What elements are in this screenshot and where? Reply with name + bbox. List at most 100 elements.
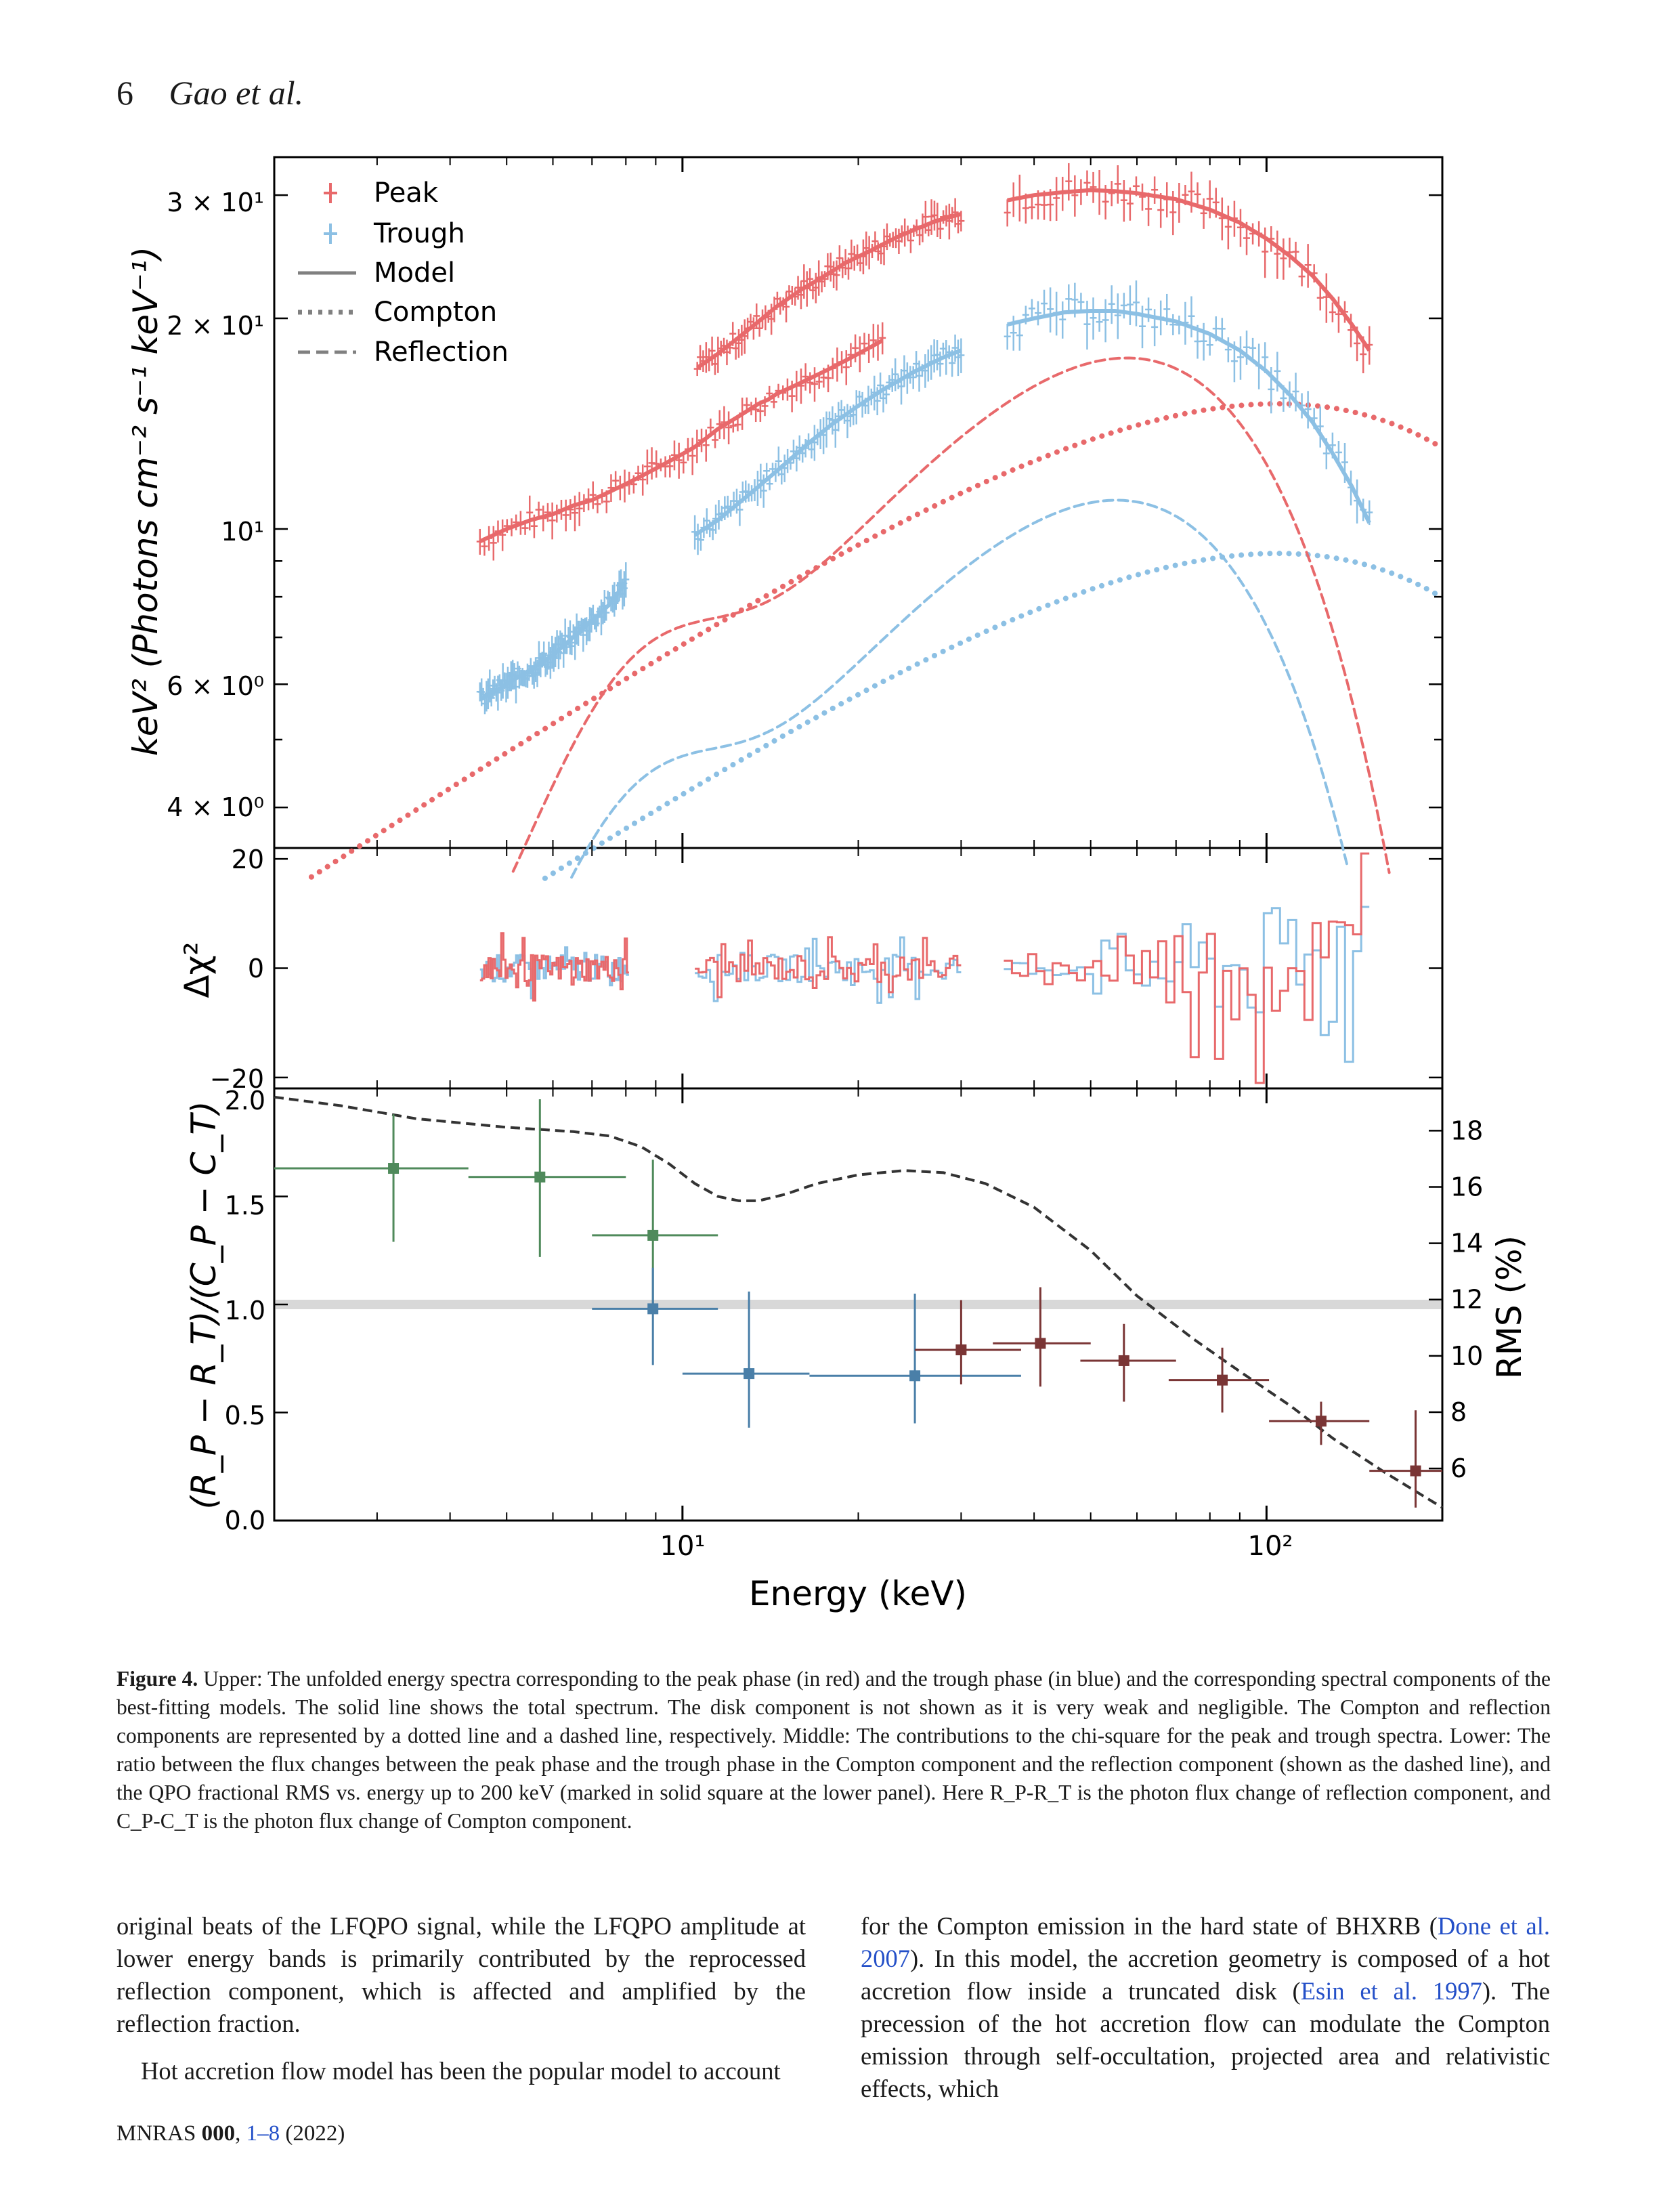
peak-data-point (1212, 188, 1220, 218)
peak-data-point (1316, 285, 1324, 311)
peak-data-point (748, 402, 755, 416)
trough-data-point (936, 352, 944, 377)
upper-ytick-label: 4 × 10⁰ (167, 792, 264, 822)
trough-data-point (1108, 285, 1115, 324)
peak-data-point (783, 291, 790, 323)
peak-data-point (1028, 195, 1035, 219)
trough-data-point (1255, 343, 1263, 389)
peak-data-point (761, 396, 769, 417)
peak-data-point (530, 514, 538, 538)
peak-data-point (806, 268, 814, 291)
peak-data-point (1169, 191, 1177, 236)
citation-esin-1997[interactable]: Esin et al. 1997 (1300, 1977, 1482, 2005)
peak-data-point (494, 520, 502, 543)
peak-data-point (1354, 326, 1361, 362)
trough-data-point (1083, 301, 1091, 350)
peak-data-point (553, 505, 561, 523)
trough-data-point (558, 633, 565, 645)
rms-data-point (274, 1114, 469, 1242)
upper-ylabel: keV² (Photons cm⁻² s⁻¹ keV⁻¹) (126, 247, 165, 756)
peak-data-point (607, 474, 615, 503)
peak-data-point (698, 428, 706, 452)
trough-data-point (892, 358, 899, 391)
peak-data-point (729, 419, 737, 433)
trough-data-point (1041, 289, 1048, 318)
peak-data-point (481, 537, 488, 556)
peak-data-point (1360, 336, 1367, 374)
trough-data-point (760, 474, 767, 508)
peak-data-point (684, 438, 691, 461)
trough-data-point (1090, 297, 1097, 340)
rms-ytick-label: 16 (1450, 1172, 1483, 1202)
peak-data-point (825, 364, 832, 393)
peak-data-point (1053, 177, 1060, 221)
trough-compton-curve (542, 551, 1445, 881)
rms-data-point (915, 1300, 1021, 1385)
peak-data-point (657, 458, 664, 471)
peak-compton-curve (308, 401, 1445, 880)
peak-data-point (616, 475, 624, 501)
peak-data-point (788, 381, 796, 412)
page-range-link[interactable]: 1–8 (246, 2121, 280, 2146)
citation-done-2007[interactable]: Done et al. 2007 (861, 1912, 1550, 1972)
middle-ytick-label: 0 (248, 954, 264, 983)
rms-ytick-label: 8 (1450, 1397, 1467, 1427)
peak-data-point (1010, 182, 1017, 217)
peak-data-point (852, 334, 859, 362)
trough-data-point (957, 338, 965, 373)
trough-data-point (823, 411, 830, 448)
peak-data-point (802, 363, 809, 391)
peak-data-point (503, 519, 511, 533)
trough-data-point (1126, 285, 1134, 325)
trough-data-point (1169, 314, 1177, 336)
lower-ytick-label: 1.5 (225, 1191, 265, 1220)
peak-data-point (834, 347, 841, 382)
left-paragraph-2: Hot accretion flow model has been the po… (141, 2057, 781, 2085)
trough-model-line (1007, 309, 1371, 524)
peak-data-point (871, 231, 879, 252)
trough-data-point (1176, 315, 1183, 335)
peak-data-point (626, 471, 633, 495)
peak-data-point (842, 350, 850, 385)
peak-data-point (1071, 175, 1079, 217)
trough-data-point (874, 387, 881, 416)
lower-ytick-label: 0.0 (225, 1506, 265, 1535)
trough-data-point (1341, 443, 1348, 483)
lower-y2label: RMS (%) (1490, 1235, 1529, 1379)
lower-data (274, 1095, 1444, 1509)
peak-data-point (779, 385, 787, 401)
peak-data-point (1274, 230, 1281, 279)
rms-ytick-label: 14 (1450, 1229, 1483, 1258)
peak-data-point (833, 260, 840, 291)
lower-ytick-label: 0.5 (225, 1401, 265, 1430)
peak-data-point (630, 475, 637, 494)
legend-reflection-label: Reflection (374, 337, 509, 368)
caption-label: Figure 4. (116, 1667, 198, 1691)
trough-data-point (1366, 500, 1373, 526)
peak-data-point (486, 526, 493, 551)
peak-data-point (1157, 193, 1165, 228)
page-header: 6 Gao et al. (116, 73, 303, 112)
trough-data-point (1077, 293, 1085, 312)
peak-data-point (951, 198, 959, 228)
trough-data-point (603, 604, 610, 621)
peak-data-point (1218, 197, 1226, 240)
trough-data-point (1335, 441, 1342, 465)
peak-data-point (922, 200, 929, 234)
peak-data-point (783, 378, 791, 401)
peak-data-point (1065, 163, 1073, 201)
trough-data-point (1262, 342, 1269, 373)
middle-ytick-label: −20 (210, 1064, 264, 1094)
trough-data-point (1004, 324, 1011, 350)
trough-data-point (1322, 438, 1330, 469)
peak-data-point (753, 303, 760, 329)
trough-data-point (1065, 284, 1073, 314)
middle-residuals (479, 852, 1370, 1084)
page-footer: MNRAS 000, 1–8 (2022) (116, 2121, 345, 2146)
peak-data-point (1041, 190, 1048, 220)
trough-data-point (1200, 322, 1207, 361)
peak-data-point (720, 406, 728, 440)
trough-data-point (1243, 331, 1251, 365)
peak-data-point (806, 372, 814, 394)
peak-data-point (517, 511, 524, 535)
